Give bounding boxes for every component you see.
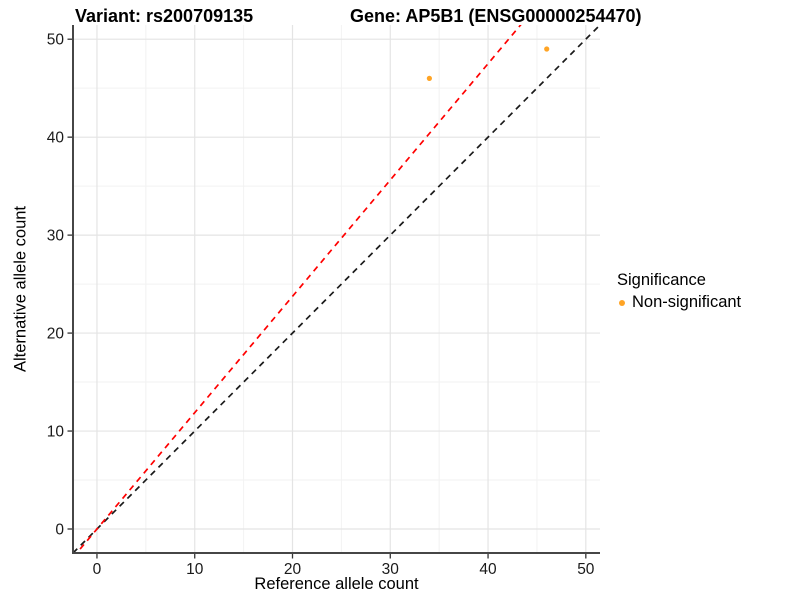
x-axis-title: Reference allele count [254, 575, 419, 593]
plot-title-variant: Variant: rs200709135 [75, 6, 254, 26]
x-tick-label: 10 [186, 561, 204, 578]
identity-line [73, 25, 600, 553]
legend-item: Non-significant [617, 293, 741, 312]
x-tick-label: 20 [284, 561, 302, 578]
x-tick-label: 30 [382, 561, 400, 578]
y-tick-label: 0 [55, 522, 64, 539]
y-tick-label: 30 [47, 228, 65, 245]
data-point [544, 46, 550, 52]
plot-title-gene: Gene: AP5B1 (ENSG00000254470) [350, 6, 642, 26]
y-tick-label: 40 [47, 130, 65, 147]
y-axis-title: Alternative allele count [11, 205, 30, 373]
data-point [426, 75, 432, 81]
allelic-ratio-line [75, 25, 522, 553]
legend-point-icon [619, 299, 625, 306]
x-tick-label: 40 [479, 561, 497, 578]
legend-title: Significance [617, 271, 706, 289]
x-tick-label: 0 [93, 561, 102, 578]
x-tick-label: 50 [577, 561, 595, 578]
y-tick-label: 20 [47, 326, 65, 343]
y-tick-label: 50 [47, 32, 65, 49]
legend: Significance Non-significant [617, 271, 741, 312]
y-tick-label: 10 [47, 424, 65, 441]
legend-item-label: Non-significant [632, 293, 742, 311]
